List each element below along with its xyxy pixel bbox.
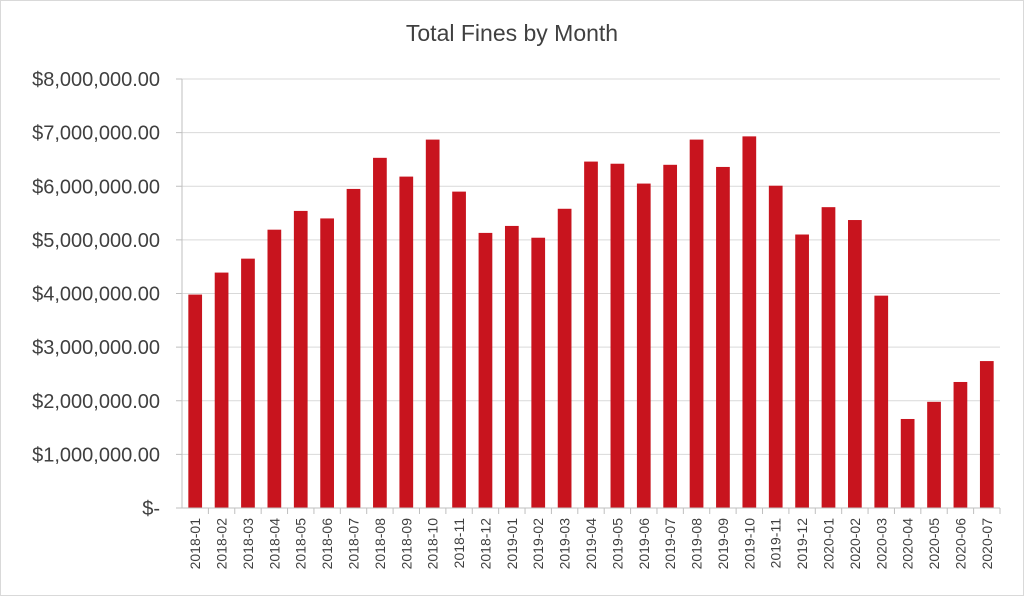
y-tick-label: $8,000,000.00 <box>32 69 160 91</box>
x-tick-label: 2018-05 <box>293 518 309 570</box>
bar-2020-05 <box>927 401 941 508</box>
bar-2018-11 <box>452 191 466 509</box>
y-tick-label: $5,000,000.00 <box>32 230 160 252</box>
x-tick-label: 2018-02 <box>214 518 230 570</box>
x-tick-label: 2020-02 <box>847 518 863 570</box>
x-tick-label: 2018-03 <box>240 518 256 570</box>
bar-2020-03 <box>874 295 889 508</box>
x-tick-label: 2020-01 <box>820 518 836 570</box>
y-tick-label: $6,000,000.00 <box>32 176 160 198</box>
x-tick-label: 2019-10 <box>741 518 757 570</box>
bars <box>188 136 994 509</box>
x-tick-label: 2019-02 <box>530 518 546 570</box>
x-tick-label: 2018-04 <box>266 518 282 570</box>
bar-2019-07 <box>663 164 678 509</box>
y-tick-label: $1,000,000.00 <box>32 444 160 466</box>
x-tick-label: 2019-08 <box>689 518 705 570</box>
bar-2019-08 <box>689 139 704 508</box>
bar-2018-07 <box>346 188 361 508</box>
x-tick-label: 2020-07 <box>979 518 995 570</box>
bar-2020-04 <box>900 418 915 508</box>
bar-2019-01 <box>504 225 519 508</box>
x-tick-label: 2019-05 <box>609 518 625 570</box>
bar-2020-02 <box>848 220 862 508</box>
bar-2019-04 <box>584 161 598 508</box>
bar-2018-01 <box>188 294 203 508</box>
x-tick-label: 2020-03 <box>873 518 889 570</box>
bar-2019-11 <box>768 185 783 508</box>
chart-title: Total Fines by Month <box>405 20 619 46</box>
x-tick-label: 2019-09 <box>715 518 731 570</box>
x-tick-label: 2018-11 <box>451 518 467 569</box>
bar-2018-05 <box>293 210 308 509</box>
x-tick-label: 2019-04 <box>583 518 599 570</box>
x-tick-label: 2019-01 <box>504 518 520 570</box>
bar-2019-05 <box>610 163 625 509</box>
y-axis-tick-labels: $- $1,000,000.00 $2,000,000.00 $3,000,000.0… <box>32 69 160 520</box>
y-tick-label: $- <box>142 498 160 520</box>
bar-2018-04 <box>267 229 282 508</box>
x-axis-tick-labels: 2018-01 2018-02 2018-03 2018-04 2018-05 2018-… <box>187 518 995 570</box>
x-tick-label: 2018-12 <box>477 518 493 570</box>
x-tick-label: 2020-06 <box>952 518 968 570</box>
bar-2018-02 <box>214 272 229 508</box>
x-tick-label: 2018-07 <box>346 518 362 570</box>
bar-2019-06 <box>636 183 651 508</box>
x-tick-label: 2018-09 <box>398 518 414 570</box>
x-tick-label: 2018-10 <box>425 518 441 570</box>
bar-2018-06 <box>320 218 334 509</box>
x-tick-label: 2019-11 <box>768 518 784 569</box>
x-tick-label: 2018-01 <box>187 518 203 570</box>
x-tick-label: 2019-07 <box>662 518 678 570</box>
x-tick-label: 2019-12 <box>794 518 810 570</box>
bar-2018-08 <box>373 157 387 509</box>
bar-2018-09 <box>399 176 414 508</box>
bar-2020-01 <box>821 207 836 508</box>
bar-2018-10 <box>425 139 440 508</box>
y-tick-label: $7,000,000.00 <box>32 123 160 145</box>
bar-2020-07 <box>979 361 994 508</box>
bar-2019-10 <box>742 136 757 508</box>
x-tick-label: 2018-08 <box>372 518 388 570</box>
bar-2019-03 <box>557 208 572 508</box>
bar-2018-12 <box>478 232 493 508</box>
bar-2019-09 <box>716 166 730 508</box>
bar-2018-03 <box>241 258 255 508</box>
x-tick-label: 2020-04 <box>900 518 916 570</box>
x-tick-label: 2020-05 <box>926 518 942 570</box>
y-tick-label: $2,000,000.00 <box>32 391 160 413</box>
y-tick-label: $4,000,000.00 <box>32 284 160 306</box>
bar-2019-02 <box>531 237 546 509</box>
bar-2020-06 <box>953 381 968 508</box>
x-tick-label: 2018-06 <box>319 518 335 570</box>
bar-2019-12 <box>795 234 809 508</box>
x-tick-label: 2019-03 <box>557 518 573 570</box>
y-tick-label: $3,000,000.00 <box>32 337 160 359</box>
x-tick-label: 2019-06 <box>636 518 652 570</box>
